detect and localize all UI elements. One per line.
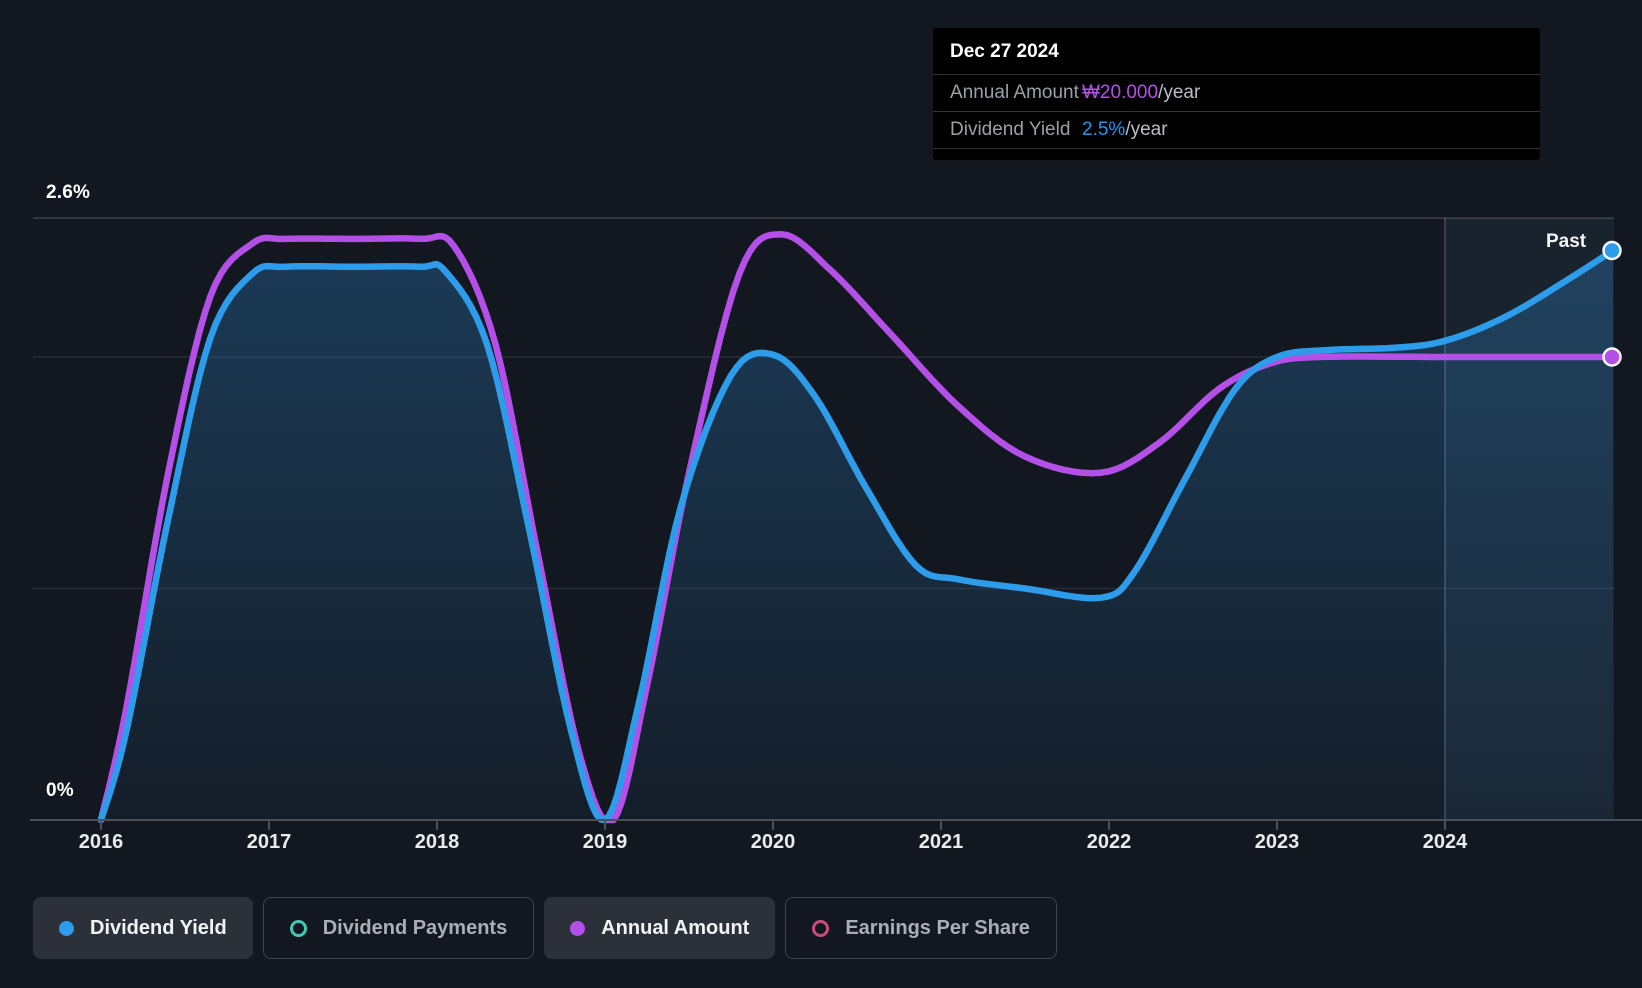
tooltip-row-annual-amount: Annual Amount ₩20.000/year (933, 74, 1540, 111)
chart-legend: Dividend Yield Dividend Payments Annual Am… (33, 897, 1057, 959)
annual-amount-end-marker (1602, 347, 1622, 367)
dividend-payments-dot-icon (289, 919, 307, 937)
dividend-yield-end-marker (1602, 240, 1622, 261)
x-axis-label: 2020 (750, 831, 796, 853)
legend-toggle-dividend-yield[interactable]: Dividend Yield (33, 897, 253, 959)
x-axis-label: 2023 (1254, 831, 1300, 853)
past-region-label: Past (1546, 231, 1587, 252)
legend-label: Dividend Yield (90, 916, 227, 939)
dividend-yield-area (101, 250, 1613, 820)
legend-toggle-earnings-per-share[interactable]: Earnings Per Share (785, 897, 1057, 959)
tooltip-date: Dec 27 2024 (950, 41, 1059, 62)
tooltip-label: Annual Amount (950, 82, 1079, 103)
x-axis-label: 2024 (1422, 831, 1468, 853)
dividend-yield-line (97, 247, 1617, 824)
x-axis-label: 2017 (246, 831, 292, 853)
legend-label: Annual Amount (601, 916, 750, 939)
x-axis-label: 2016 (78, 831, 124, 853)
tooltip-value: 2.5% (1082, 119, 1126, 140)
y-axis-zero-label: 0% (46, 780, 74, 801)
dividend-yield-dot-icon (59, 920, 74, 936)
tooltip-label: Dividend Yield (950, 119, 1071, 140)
past-region-band (1445, 218, 1614, 820)
chart-tooltip: Dec 27 2024 Annual Amount ₩20.000/year D… (933, 28, 1540, 160)
earnings-per-share-dot-icon (812, 919, 830, 937)
x-axis-label: 2018 (414, 831, 460, 853)
x-axis-label: 2021 (918, 831, 964, 853)
x-axis-label: 2019 (582, 831, 628, 853)
tooltip-value: ₩20.000 (1082, 82, 1159, 103)
legend-toggle-dividend-payments[interactable]: Dividend Payments (262, 897, 535, 959)
x-axis: 2016 2017 2018 2019 2020 2021 2022 2023 2024 (0, 831, 1642, 861)
legend-toggle-annual-amount[interactable]: Annual Amount (544, 897, 776, 959)
y-axis-max-label: 2.6% (46, 182, 91, 203)
legend-label: Earnings Per Share (845, 916, 1030, 939)
legend-label: Dividend Payments (322, 916, 508, 939)
tooltip-value-suffix: /year (1125, 119, 1168, 140)
annual-amount-dot-icon (570, 920, 586, 936)
tooltip-row-dividend-yield: Dividend Yield 2.5%/year (933, 111, 1540, 149)
x-axis-label: 2022 (1086, 831, 1132, 853)
tooltip-value-suffix: /year (1158, 82, 1201, 103)
